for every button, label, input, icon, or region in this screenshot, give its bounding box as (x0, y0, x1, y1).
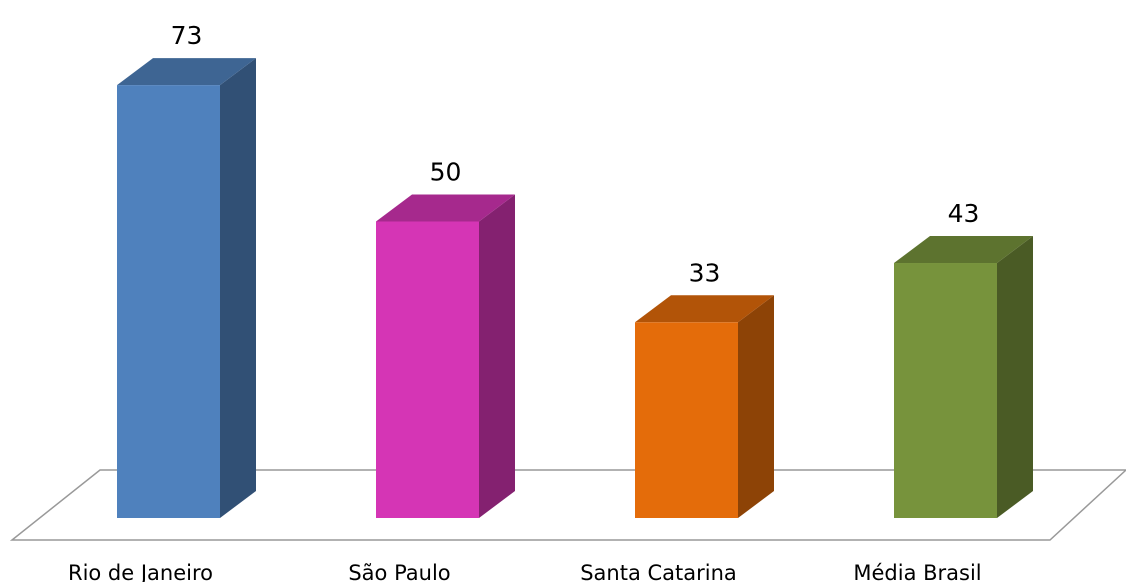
bar-top (117, 58, 256, 86)
x-tick-label: Média Brasil (853, 561, 981, 582)
value-label: 43 (948, 199, 980, 228)
value-label: 33 (689, 258, 721, 287)
bar-top (894, 236, 1033, 264)
bar-top (635, 295, 774, 323)
x-tick-label: Rio de Janeiro (68, 561, 213, 582)
bar (894, 263, 997, 518)
bar (117, 85, 220, 519)
bar-top (376, 194, 515, 222)
floor (9, 469, 1126, 541)
bar-side (479, 194, 515, 518)
value-label: 73 (171, 21, 203, 50)
x-tick-label: São Paulo (348, 561, 450, 582)
bar-side (997, 236, 1033, 518)
x-tick-label: Santa Catarina (580, 561, 737, 582)
value-label: 50 (430, 158, 462, 187)
bar (635, 322, 738, 518)
bar-side (220, 58, 256, 519)
bar (376, 221, 479, 518)
bar-side (738, 295, 774, 518)
